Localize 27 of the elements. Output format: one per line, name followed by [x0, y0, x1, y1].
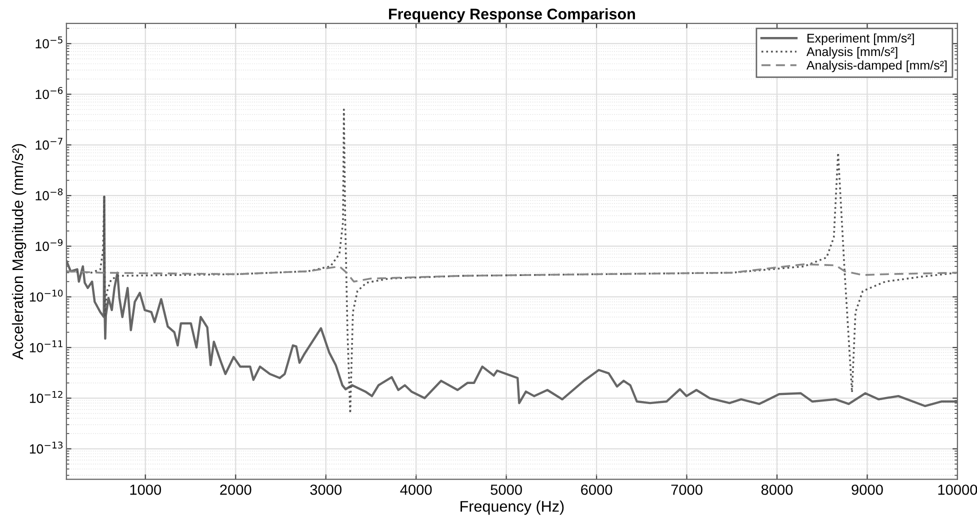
x-tick-label: 8000 [761, 484, 793, 495]
x-tick-label: 9000 [852, 484, 883, 495]
y-tick-label: 10$^{−13}$ [30, 442, 63, 454]
x-tick-label: 1000 [130, 484, 162, 495]
x-tick-label: 10000 [938, 484, 977, 495]
line-series [66, 108, 958, 414]
legend-label: Analysis [mm/s²] [806, 46, 898, 59]
x-axis-title: Frequency (Hz) [460, 500, 564, 515]
chart-title: Frequency Response Comparison [389, 8, 635, 22]
x-tick-label: 2000 [220, 484, 252, 495]
y-tick-label: 10$^{−10}$ [30, 290, 63, 302]
y-tick-label: 10$^{−7}$ [36, 138, 62, 150]
y-tick-label: 10$^{−11}$ [30, 340, 62, 352]
y-axis-title: Acceleration Magnitude (mm/s²) [12, 144, 26, 360]
y-tick-label: 10$^{−12}$ [30, 390, 62, 403]
y-tick-label: 10$^{−6}$ [36, 87, 63, 100]
x-tick-label: 4000 [400, 484, 432, 495]
x-tick-label: 6000 [581, 484, 612, 495]
y-tick-label: 10$^{−8}$ [36, 188, 63, 200]
y-tick-label: 10$^{−5}$ [36, 36, 62, 48]
line-series [66, 263, 958, 283]
x-tick-label: 7000 [671, 484, 702, 495]
x-tick-label: 3000 [310, 484, 342, 495]
x-tick-label: 5000 [490, 484, 522, 495]
legend-label: Experiment [mm/s²] [807, 33, 914, 46]
y-tick-label: 10$^{−9}$ [36, 238, 63, 252]
legend-label: Analysis-damped [mm/s²] [806, 60, 947, 72]
